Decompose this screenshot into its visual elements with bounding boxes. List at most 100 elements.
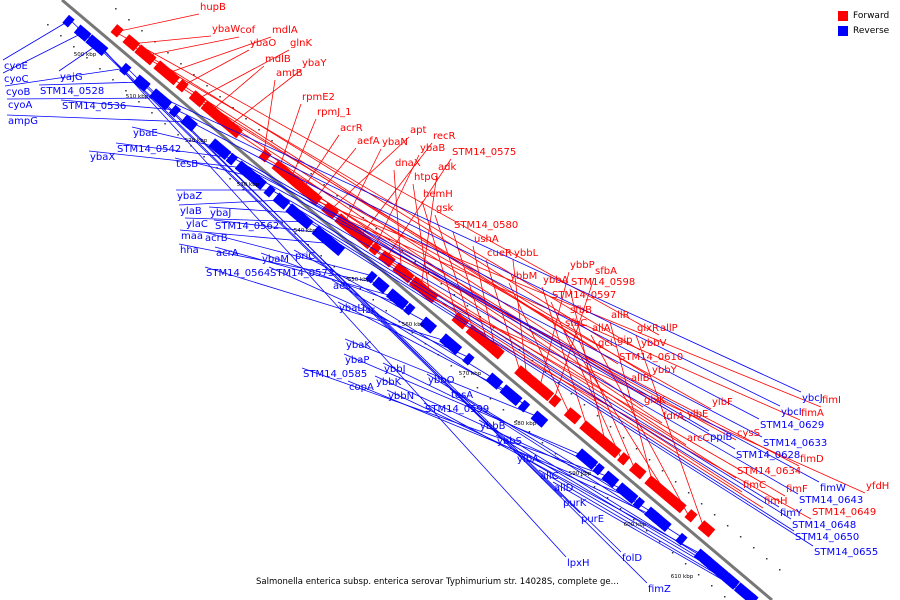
leader-line <box>69 19 563 498</box>
reverse-gene-label: lpxH <box>567 558 590 569</box>
forward-gene-label: sfbB <box>570 305 592 316</box>
forward-gene-arrow <box>548 394 562 408</box>
leader-line <box>495 434 725 574</box>
tick-dot <box>766 558 768 560</box>
forward-gene-label: ybbY <box>652 365 678 376</box>
forward-gene-label: cueR <box>487 248 512 259</box>
forward-gene-label: glxR <box>637 323 659 334</box>
forward-gene-label: STM14_0610 <box>619 352 683 363</box>
tick-dot <box>622 437 625 439</box>
tick-dot <box>515 420 518 422</box>
forward-gene-label: gcl <box>598 338 613 349</box>
leader-line <box>162 97 802 393</box>
reverse-gene-label: STM14_0536 <box>62 101 126 112</box>
leader-line <box>88 150 246 169</box>
reverse-gene-label: ybaL <box>339 303 363 314</box>
forward-gene-arrow <box>644 475 667 497</box>
reverse-gene-label: ybcI <box>781 407 802 418</box>
leader-line <box>308 221 795 532</box>
legend-forward-label: Forward <box>853 10 890 21</box>
reverse-gene-label: tesB <box>176 159 198 170</box>
reverse-gene-label: STM14_0628 <box>736 450 800 461</box>
tick-dot <box>86 57 88 59</box>
tick-dot <box>518 349 521 351</box>
forward-gene-label: acrR <box>340 123 363 134</box>
leader-line <box>143 55 641 351</box>
forward-gene-arrow <box>110 24 124 38</box>
ruler-label: 500 kbp <box>74 52 97 58</box>
tick-dot <box>60 35 62 37</box>
reverse-gene-arrow <box>272 192 291 210</box>
leader-line <box>563 329 672 503</box>
tick-dot <box>674 481 677 483</box>
tick-dot <box>112 79 114 81</box>
tick-dot <box>180 63 182 65</box>
leader-line <box>384 158 452 261</box>
forward-gene-label: fimI <box>822 395 841 406</box>
ruler-label: 600 kbp <box>624 522 647 528</box>
tick-dot <box>671 552 674 554</box>
forward-gene-arrow <box>527 376 555 402</box>
forward-gene-label: fimF <box>786 484 808 495</box>
forward-gene-label: ylbF <box>712 397 733 408</box>
forward-gene-label: ylbE <box>687 409 708 420</box>
reverse-gene-label: ybbJ <box>384 364 406 375</box>
leader-line <box>6 97 163 100</box>
leader-line <box>221 147 710 432</box>
leader-line <box>373 249 737 479</box>
leader-line <box>98 43 567 558</box>
reverse-gene-arrow <box>403 302 416 316</box>
reverse-gene-label: ybaM <box>262 254 289 265</box>
tick-dot <box>583 404 586 406</box>
leader-line <box>313 147 357 201</box>
tick-dot <box>125 90 127 92</box>
forward-gene-label: yfdH <box>866 481 889 492</box>
forward-gene-label: ybbM <box>510 271 537 282</box>
reverse-gene-arrow <box>263 184 276 198</box>
tick-dot <box>557 382 560 384</box>
forward-gene-label: allP <box>660 323 678 334</box>
tick-dot <box>739 536 742 538</box>
tick-dot <box>232 107 234 109</box>
reverse-gene-arrow <box>243 168 268 191</box>
tick-dot <box>453 294 456 296</box>
reverse-gene-label: ybaZ <box>177 191 202 202</box>
reverse-gene-arrow <box>462 352 475 366</box>
forward-gene-arrow <box>491 346 505 360</box>
tick-dot <box>245 118 247 120</box>
legend: Forward Reverse <box>838 8 889 38</box>
ruler-label: 590 kbp <box>569 471 592 477</box>
leader-line <box>126 67 622 553</box>
leader-line <box>213 219 323 234</box>
forward-gene-arrow <box>697 520 716 538</box>
tick-dot <box>320 255 322 257</box>
tick-dot <box>411 332 414 334</box>
leader-line <box>538 271 570 391</box>
genome-axis <box>61 0 773 600</box>
reverse-gene-label: STM14_0562 <box>215 221 279 232</box>
forward-gene-label: fimC <box>743 480 766 491</box>
leader-line <box>609 321 655 488</box>
tick-dot <box>479 316 482 318</box>
tick-dot <box>528 431 531 433</box>
forward-gene-label: ybaB <box>420 143 445 154</box>
reverse-gene-label: fsr <box>362 305 376 316</box>
tick-dot <box>307 244 309 246</box>
ruler-label: 520 kbp <box>185 138 208 144</box>
tick-dot <box>554 453 557 455</box>
reverse-gene-label: acrA <box>216 248 239 259</box>
reverse-gene-label: ylaB <box>180 206 202 217</box>
leader-line <box>290 179 687 422</box>
forward-gene-label: ybbA <box>543 275 569 286</box>
tick-dot <box>713 514 716 516</box>
forward-gene-label: htpG <box>414 172 438 183</box>
reverse-gene-label: yajG <box>60 72 83 83</box>
reverse-gene-label: STM14_0648 <box>792 520 856 531</box>
leader-line <box>298 212 792 520</box>
leader-line <box>84 31 581 514</box>
reverse-gene-label: aes <box>333 281 351 292</box>
leader-line <box>204 266 453 344</box>
reverse-gene-arrow <box>485 372 504 390</box>
forward-gene-label: hupB <box>200 2 226 13</box>
